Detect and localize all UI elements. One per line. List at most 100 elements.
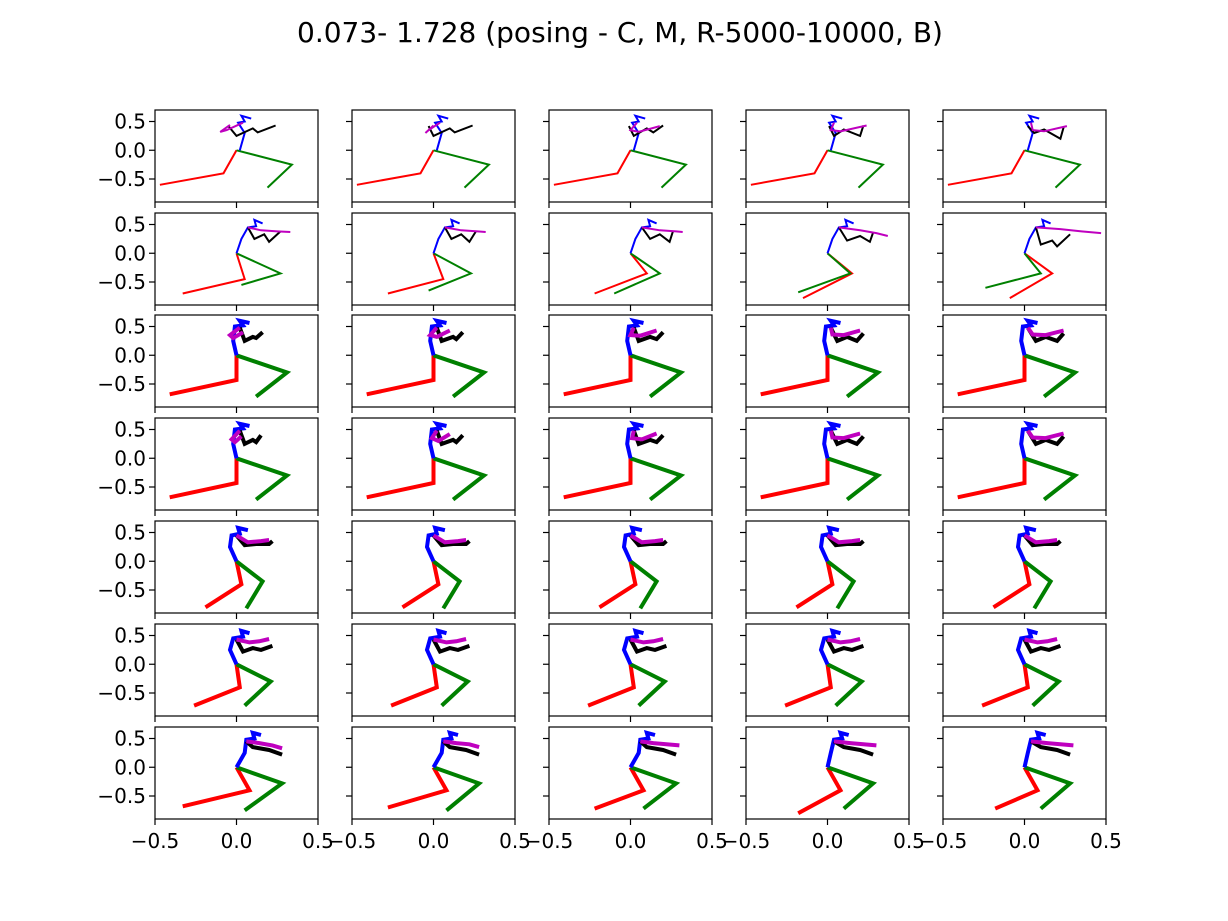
limb-arm-a [832,739,874,757]
limb-leg-a [594,252,649,295]
limb-spine-head [1019,420,1038,459]
limb-arm-a [838,226,875,244]
limb-leg-b [235,559,266,610]
limb-spine-head [424,628,448,666]
subplot-panel [937,417,1107,516]
limb-leg-a [598,560,638,609]
limb-leg-b [613,252,662,295]
limb-leg-a [563,458,633,500]
limb-arm-b [1026,326,1065,338]
limb-arm-b [424,121,441,134]
limb-spine-head [818,525,840,563]
x-tick-label: −0.5 [525,829,574,853]
axes-frame [942,726,1107,820]
limb-arm-b [629,430,658,442]
x-tick-label: 0.5 [893,829,925,853]
limb-spine-head [625,317,644,356]
limb-arm-b [247,226,291,233]
limb-spine-head [628,729,656,769]
limb-arm-b [1026,429,1065,441]
limb-arm-b [235,533,270,545]
limb-spine-head [625,420,644,459]
limb-leg-a [957,355,1027,397]
limb-arm-a [641,226,674,244]
subplot-panel [543,520,713,619]
limb-arm-b [627,326,658,338]
x-tick-label: 0.0 [221,829,253,853]
subplot-panel: 0.5 0.0 −0.5 [97,520,319,619]
y-tick-label: 0.0 [114,343,146,367]
limb-leg-a [797,766,844,816]
limb-arm-b [629,533,664,545]
subplot-panel [937,109,1107,208]
subplot-panel [740,314,910,413]
limb-leg-b [1023,559,1054,610]
limb-spine-head [234,729,262,769]
subplot-panel: 0.5 0.0 −0.5 [97,417,319,516]
limb-leg-a [957,458,1027,500]
limb-leg-b [235,353,292,399]
y-tick-label: −0.5 [97,784,146,808]
limb-arm-b [826,533,861,545]
x-tick-label: 0.0 [418,829,450,853]
limb-arm-a [628,534,668,548]
limb-spine-head [1015,628,1039,666]
subplot-panel: −0.5 0.0 0.5 [722,726,925,853]
limb-leg-a [182,766,253,809]
limb-leg-b [235,456,292,502]
limb-spine-head [428,420,447,459]
limb-leg-a [947,149,1026,186]
limb-arm-a [825,638,865,655]
limb-leg-a [169,355,239,397]
x-tick-label: −0.5 [131,829,180,853]
limb-leg-a [387,766,450,810]
limb-arm-a [234,638,274,655]
x-tick-label: 0.5 [696,829,728,853]
limb-leg-a [356,149,435,186]
limb-leg-a [387,252,445,295]
subplot-panel: −0.5 0.0 0.5 [328,726,531,853]
limb-arm-b [828,430,861,441]
y-tick-label: −0.5 [97,578,146,602]
y-tick-label: −0.5 [97,167,146,191]
limb-spine-head [231,420,250,459]
x-tick-label: 0.0 [812,829,844,853]
limb-leg-b [629,662,669,708]
limb-arm-a [1022,638,1062,655]
limb-spine-head [822,317,841,356]
limb-arm-b [827,637,861,645]
limb-leg-a [1009,252,1055,299]
subplot-panel: −0.5 0.0 0.5 [919,726,1122,853]
axes-frame [548,212,713,306]
limb-arm-b [432,533,467,545]
limb-arm-b [641,226,683,233]
limb-arm-a [247,226,282,244]
limb-leg-a [204,560,244,609]
limb-leg-b [432,353,489,399]
limb-leg-b [236,149,294,189]
subplot-panel [740,623,910,722]
limb-arm-a [825,534,865,548]
limb-arm-a [444,226,477,244]
y-tick-label: 0.0 [114,446,146,470]
limb-leg-a [169,458,239,500]
subplot-panel [937,212,1107,311]
limb-leg-b [236,252,284,286]
subplot-panel [937,623,1107,722]
limb-arm-b [828,327,861,338]
x-tick-label: −0.5 [328,829,377,853]
y-tick-label: 0.5 [114,213,146,237]
subplot-panel [937,520,1107,619]
subplot-panel [543,109,713,208]
limb-arm-b [1035,226,1102,235]
limb-arm-a [1034,227,1071,248]
limb-arm-b [444,226,486,233]
limb-leg-a [795,560,835,609]
limb-arm-b [246,739,283,751]
limb-spine-head [827,114,843,151]
subplot-grid: 0.50.0−0.50.50.0−0.50.50.0−0.50.50.0−0.5… [97,109,1122,853]
subplot-panel: 0.5 0.0 −0.5 −0.5 0.0 0.5 [97,726,334,853]
limb-leg-b [797,252,853,294]
subplot-panel [543,417,713,516]
limb-leg-b [235,662,275,708]
